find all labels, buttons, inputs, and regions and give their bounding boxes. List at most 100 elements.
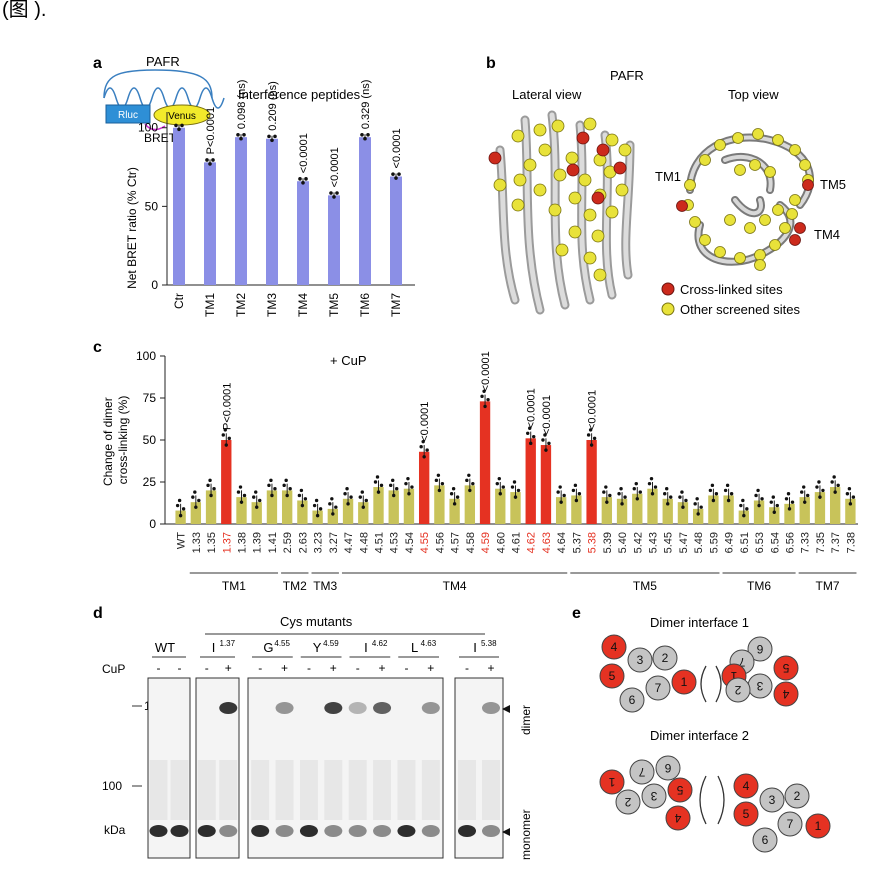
- panel-a-point: [335, 191, 339, 195]
- panel-c-category-label: 5.48: [693, 532, 705, 553]
- panel-c-point: [604, 485, 608, 489]
- blot-smear: [397, 760, 416, 820]
- panel-c-category-label: 1.35: [206, 532, 218, 553]
- panel-c-ylabel: Change of dimer cross-linking (%): [101, 394, 130, 486]
- panel-c-point: [608, 493, 612, 498]
- panel-c-point: [741, 498, 745, 503]
- top-site-other: [754, 259, 766, 271]
- panel-a-ytick-label: 0: [151, 278, 158, 292]
- helix-number: 1: [681, 675, 688, 689]
- top-site-other: [786, 208, 798, 220]
- panel-c-bar: [753, 500, 765, 524]
- panel-a-point: [273, 134, 277, 139]
- top-view-tm5-label: TM5: [820, 177, 846, 192]
- blot-monomer-band: [275, 825, 294, 837]
- lateral-site-crosslinked: [596, 143, 610, 157]
- panel-c-point: [468, 488, 472, 493]
- panel-c-point: [757, 503, 761, 508]
- panel-c-point: [663, 492, 667, 496]
- panel-b-letter: b: [486, 55, 496, 72]
- panel-c-point: [455, 495, 460, 499]
- panel-c-pvalue: <0.0001: [541, 395, 553, 435]
- lateral-site-other: [533, 183, 547, 197]
- panel-c-point: [634, 481, 638, 486]
- panel-c-bar: [373, 487, 384, 524]
- top-site-other: [759, 214, 771, 226]
- top-view-tm1-label: TM1: [655, 169, 681, 184]
- blot-smear: [482, 760, 500, 820]
- panel-c-point: [379, 483, 384, 488]
- helix-circle-red: [773, 655, 799, 681]
- blot-smear: [251, 760, 270, 820]
- panel-c-point: [666, 502, 670, 506]
- panel-c-bar: [723, 495, 734, 524]
- panel-a-category-label: TM4: [296, 293, 310, 317]
- blot-monomer-band: [348, 825, 367, 837]
- panel-c-category-label: 4.55: [419, 532, 431, 553]
- blot-monomer-band: [197, 825, 216, 837]
- panel-c-point: [373, 480, 378, 484]
- panel-c-point: [391, 478, 395, 483]
- lateral-site-other: [523, 158, 537, 172]
- panel-c-category-label: 5.47: [678, 532, 690, 553]
- helix-number: 4: [611, 640, 618, 654]
- panel-c-category-label: 1.33: [191, 532, 203, 553]
- panel-c-pvalue: <0.0001: [480, 351, 492, 391]
- panel-a-category-label: Ctr: [172, 293, 186, 309]
- panel-c-point: [586, 433, 591, 437]
- panel-c-point: [723, 488, 728, 493]
- panel-c-point: [699, 505, 703, 509]
- helix-circle-grey: [655, 755, 681, 781]
- blot-smear: [421, 760, 440, 820]
- panel-c-category-label: 5.42: [632, 532, 644, 553]
- panel-c-point: [756, 488, 760, 493]
- panel-c-point: [729, 492, 734, 496]
- cup-minus-label: -: [258, 661, 262, 675]
- panel-c-bar: [632, 493, 643, 524]
- panel-c-category-label: WT: [176, 532, 188, 549]
- panel-c-point: [632, 487, 636, 491]
- panel-c-category-label: 5.37: [571, 532, 583, 553]
- panel-c-point: [638, 490, 642, 494]
- panel-c-category-label: 1.38: [237, 532, 249, 553]
- lateral-site-other: [578, 173, 592, 187]
- legend-swatch-other: [661, 302, 675, 316]
- legend-swatch-cross-linked: [661, 282, 675, 296]
- panel-c-point: [693, 502, 697, 506]
- panel-c-point: [711, 498, 716, 503]
- panel-c-point: [331, 512, 335, 516]
- panel-d: d Cys mutants CuP 180 100 kDa --WT-+I1.3…: [93, 605, 533, 860]
- legend-label-other: Other screened sites: [680, 302, 800, 317]
- panel-a-point: [397, 172, 401, 176]
- helix-number: 2: [624, 795, 631, 809]
- panel-c-point: [739, 503, 743, 508]
- receptor-label: PAFR: [146, 54, 180, 69]
- lateral-site-other: [583, 117, 597, 131]
- panel-c-category-label: 4.57: [450, 532, 462, 553]
- top-site-crosslinked: [802, 179, 814, 191]
- panel-c-point: [422, 455, 426, 459]
- blot-monomer-band: [251, 825, 270, 837]
- panel-c-point: [252, 495, 256, 499]
- panel-c-point: [512, 480, 517, 484]
- blot-monomer-band: [421, 825, 440, 837]
- panel-c-point: [771, 495, 775, 499]
- panel-c-category-label: 4.59: [480, 532, 492, 553]
- panel-c-point: [833, 490, 837, 494]
- panel-a-pvalue: 0.329 (ns): [360, 80, 372, 130]
- blot-label-superscript: 4.55: [274, 639, 290, 648]
- top-site-other: [689, 216, 701, 228]
- blot-label: G: [263, 640, 273, 655]
- panel-c-point: [486, 397, 490, 402]
- panel-c-bar: [434, 485, 445, 524]
- panel-c-point: [303, 497, 308, 501]
- panel-c-point: [209, 493, 213, 498]
- panel-c-point: [695, 497, 699, 501]
- blot-monomer-band: [397, 825, 416, 837]
- panel-c-bar: [358, 502, 369, 524]
- panel-c-point: [532, 434, 536, 439]
- panel-c-point: [605, 500, 609, 504]
- panel-c-point: [653, 485, 658, 489]
- helix-number: 2: [662, 651, 669, 665]
- panel-c-point: [483, 404, 487, 409]
